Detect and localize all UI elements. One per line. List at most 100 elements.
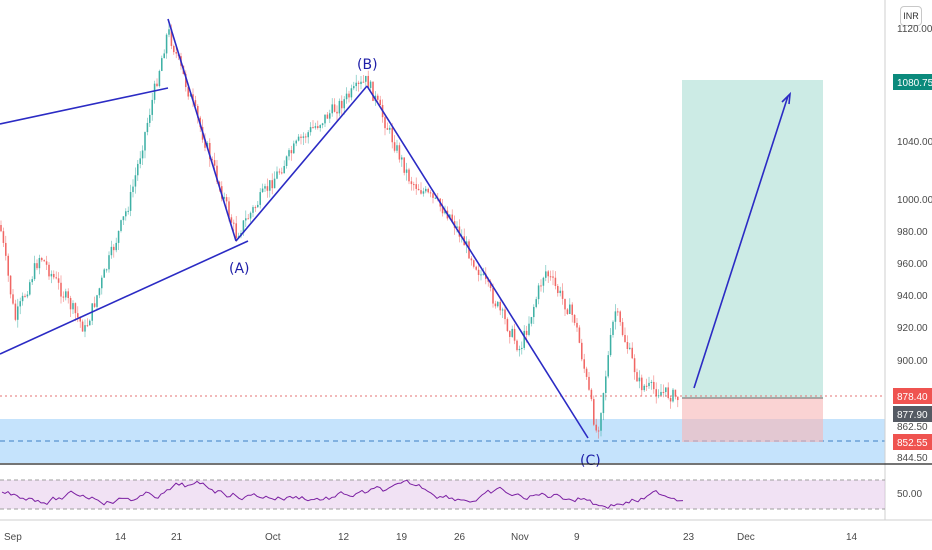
candle-body — [480, 274, 482, 276]
candle-body — [98, 288, 101, 296]
candle-body — [0, 225, 2, 232]
stop-zone[interactable] — [682, 398, 823, 442]
candle-body — [321, 123, 324, 126]
candle-body — [362, 81, 365, 83]
candle-body — [108, 255, 110, 270]
candle-body — [360, 81, 362, 84]
time-tick: 14 — [115, 532, 127, 543]
candle-body — [353, 86, 355, 89]
candle-body — [163, 53, 165, 59]
candle-body — [653, 381, 655, 390]
candle-body — [432, 193, 434, 198]
candle-body — [305, 136, 307, 138]
candle-body — [521, 347, 523, 349]
candle-body — [648, 382, 650, 387]
candle-body — [537, 285, 540, 300]
candle-body — [559, 290, 561, 294]
candle-body — [545, 271, 547, 278]
candle-body — [259, 192, 261, 205]
price-tick: 1040.00 — [897, 137, 932, 148]
candle-body — [530, 317, 533, 324]
candle-body — [137, 163, 139, 176]
candle-body — [389, 127, 391, 130]
wave-label-a: (A) — [229, 261, 250, 277]
candle-body — [281, 172, 283, 174]
candle-body — [122, 216, 125, 221]
wedge-lower-line — [0, 240, 249, 355]
candle-body — [333, 104, 336, 112]
candle-body — [101, 277, 103, 289]
candle-body — [672, 389, 674, 402]
candle-body — [14, 303, 17, 320]
candle-body — [235, 223, 237, 239]
projection-arrow-line — [693, 95, 789, 389]
candle-body — [53, 273, 55, 278]
candle-body — [86, 325, 89, 327]
candle-body — [576, 322, 578, 328]
target-zone[interactable] — [682, 80, 823, 398]
candle-body — [125, 211, 127, 217]
candle-body — [33, 263, 36, 280]
candle-body — [84, 325, 86, 332]
time-axis[interactable]: Sep 14 21 Oct 12 19 26 Nov 9 23 Dec 14 — [4, 532, 858, 543]
candle-body — [218, 181, 221, 187]
candle-body — [81, 321, 84, 332]
candle-body — [146, 122, 149, 133]
candle-body — [295, 140, 297, 144]
rsi-pane[interactable]: 50.00 — [0, 479, 922, 510]
candle-body — [326, 114, 329, 119]
candle-body — [187, 87, 189, 97]
candle-body — [204, 139, 206, 148]
candle-body — [377, 95, 379, 100]
candle-body — [290, 150, 293, 154]
candle-body — [593, 399, 595, 425]
candle-body — [266, 186, 269, 191]
svg-text:1080.75: 1080.75 — [897, 78, 932, 89]
candle-body — [494, 303, 497, 307]
candle-body — [441, 206, 444, 214]
candle-body — [470, 258, 473, 261]
candle-body — [372, 81, 374, 101]
candle-body — [600, 413, 602, 431]
svg-text:852.55: 852.55 — [897, 438, 928, 449]
candle-body — [617, 311, 619, 313]
candle-body — [631, 347, 633, 359]
candle-body — [657, 395, 660, 397]
price-badge-stop: 852.55 — [893, 434, 932, 450]
candle-body — [509, 330, 511, 337]
candle-body — [650, 381, 653, 383]
candle-body — [506, 319, 509, 331]
candle-body — [497, 301, 499, 307]
candle-body — [151, 99, 153, 115]
price-tick: 980.00 — [897, 227, 928, 238]
candle-body — [211, 159, 213, 161]
candle-body — [161, 58, 163, 71]
candle-body — [89, 320, 91, 326]
currency-toggle[interactable]: INR — [900, 6, 922, 26]
price-tick: 960.00 — [897, 259, 928, 270]
time-tick: Nov — [511, 532, 529, 543]
candle-body — [293, 143, 295, 154]
candle-body — [410, 181, 413, 185]
candle-body — [312, 127, 314, 129]
candle-body — [578, 327, 581, 343]
candle-body — [420, 190, 422, 194]
candle-body — [365, 75, 367, 82]
candle-body — [619, 311, 621, 323]
candle-body — [583, 359, 585, 369]
candle-body — [540, 285, 542, 287]
candle-body — [216, 165, 218, 182]
candle-body — [669, 397, 672, 402]
candle-body — [614, 311, 617, 322]
candle-body — [254, 207, 257, 209]
candle-body — [629, 347, 631, 349]
candle-body — [228, 201, 230, 218]
candle-body — [533, 306, 535, 318]
candle-body — [62, 296, 65, 298]
candle-body — [156, 83, 158, 87]
candle-body — [612, 321, 614, 335]
candle-body — [348, 93, 350, 98]
candle-body — [513, 328, 516, 341]
price-axis[interactable]: 1120.00 1040.00 1000.00 980.00 960.00 94… — [897, 24, 932, 464]
